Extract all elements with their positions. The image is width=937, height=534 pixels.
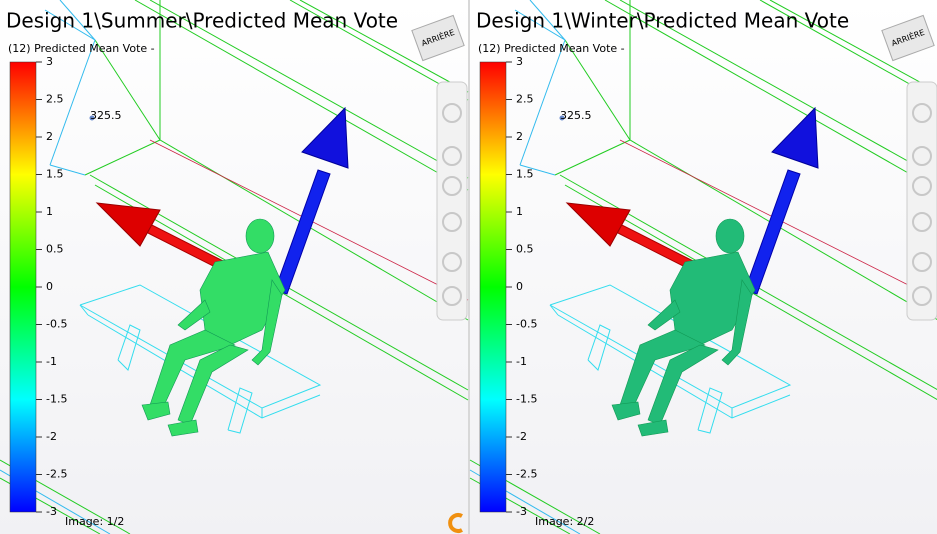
wire bbox=[564, 39, 631, 141]
toolbar-button[interactable] bbox=[912, 212, 932, 232]
arrow-x-head bbox=[565, 202, 631, 247]
wire bbox=[587, 324, 611, 371]
probe-label: 325.5 bbox=[90, 109, 122, 122]
colorbar-label: 3 bbox=[46, 55, 53, 68]
colorbar-label: -2 bbox=[46, 430, 57, 443]
toolbar bbox=[436, 81, 468, 321]
image-label: Image: 1/2 bbox=[65, 515, 124, 528]
colorbar-label: -1 bbox=[46, 355, 57, 368]
probe-point bbox=[559, 115, 565, 121]
wire bbox=[697, 387, 723, 434]
wire bbox=[769, 0, 937, 93]
colorbar-label: 0.5 bbox=[516, 243, 534, 256]
toolbar-button[interactable] bbox=[912, 103, 932, 123]
colorbar-label: -0.5 bbox=[516, 318, 537, 331]
colorbar-label: 1 bbox=[516, 205, 523, 218]
colorbar-label: 2.5 bbox=[516, 93, 534, 106]
legend-title: (12) Predicted Mean Vote - bbox=[478, 42, 625, 55]
colorbar bbox=[9, 61, 37, 513]
toolbar-button[interactable] bbox=[442, 146, 462, 166]
mannequin bbox=[669, 251, 756, 346]
mannequin bbox=[199, 251, 286, 346]
wire bbox=[619, 0, 937, 179]
toolbar-button[interactable] bbox=[442, 252, 462, 272]
scene bbox=[0, 0, 469, 534]
mannequin bbox=[611, 401, 641, 421]
wire bbox=[94, 39, 161, 141]
view-title: Design 1\Winter\Predicted Mean Vote bbox=[476, 9, 849, 33]
colorbar-label: -3 bbox=[46, 505, 57, 518]
toolbar-button[interactable] bbox=[442, 103, 462, 123]
arrow-y-head bbox=[301, 106, 349, 169]
viewport: 3 2.5 2 1.5 1 0.5 0 -0.5 -1 -1.5 -2 -2.5 -3 Design 1\… bbox=[469, 0, 937, 534]
wire bbox=[117, 324, 141, 371]
colorbar-label: 0 bbox=[516, 280, 523, 293]
wire bbox=[59, 0, 96, 41]
mannequin bbox=[141, 401, 171, 421]
colorbar-label: -1.5 bbox=[46, 393, 67, 406]
toolbar-bg bbox=[906, 81, 937, 321]
toolbar-button[interactable] bbox=[442, 212, 462, 232]
wire bbox=[759, 0, 937, 101]
wire bbox=[134, 0, 469, 191]
colorbar-label: -2.5 bbox=[516, 468, 537, 481]
toolbar-bg bbox=[436, 81, 468, 321]
toolbar-button[interactable] bbox=[912, 176, 932, 196]
colorbar-label: 2 bbox=[46, 130, 53, 143]
toolbar bbox=[906, 81, 937, 321]
mannequin bbox=[245, 218, 275, 254]
app-icon bbox=[448, 513, 463, 533]
wire bbox=[149, 0, 469, 179]
mannequin bbox=[721, 279, 753, 366]
view-cube[interactable]: ARRIÈRE bbox=[411, 14, 465, 62]
colorbar-label: -2 bbox=[516, 430, 527, 443]
view-cube[interactable]: ARRIÈRE bbox=[881, 14, 935, 62]
wire bbox=[604, 0, 937, 191]
colorbar-label: 3 bbox=[516, 55, 523, 68]
colorbar-label: 2.5 bbox=[46, 93, 64, 106]
colorbar-label: -3 bbox=[516, 505, 527, 518]
cube-face bbox=[411, 14, 465, 62]
toolbar-button[interactable] bbox=[442, 286, 462, 306]
mannequin bbox=[647, 299, 681, 331]
wire bbox=[49, 164, 86, 176]
colorbar-label: -1.5 bbox=[516, 393, 537, 406]
probe-label: 325.5 bbox=[560, 109, 592, 122]
colorbar-label: 0.5 bbox=[46, 243, 64, 256]
toolbar-button[interactable] bbox=[912, 146, 932, 166]
toolbar-button[interactable] bbox=[442, 176, 462, 196]
probe-point bbox=[89, 115, 95, 121]
wire bbox=[529, 0, 566, 41]
arrow-x-head bbox=[95, 202, 161, 247]
colorbar-label: -0.5 bbox=[46, 318, 67, 331]
cube-face bbox=[881, 14, 935, 62]
wire bbox=[79, 304, 89, 316]
wire bbox=[227, 387, 253, 434]
colorbar-label: -1 bbox=[516, 355, 527, 368]
arrow-y-head bbox=[771, 106, 819, 169]
image-label: Image: 2/2 bbox=[535, 515, 594, 528]
wire bbox=[519, 164, 556, 176]
wire bbox=[299, 0, 469, 93]
mannequin bbox=[637, 419, 669, 437]
mannequin bbox=[715, 218, 745, 254]
colorbar-label: -2.5 bbox=[46, 468, 67, 481]
toolbar-button[interactable] bbox=[912, 286, 932, 306]
toolbar-button[interactable] bbox=[912, 252, 932, 272]
colorbar-label: 2 bbox=[516, 130, 523, 143]
colorbar-label: 0 bbox=[46, 280, 53, 293]
viewport: 3 2.5 2 1.5 1 0.5 0 -0.5 -1 -1.5 -2 -2.5 -3 Design 1\… bbox=[0, 0, 469, 534]
mannequin bbox=[177, 299, 211, 331]
colorbar bbox=[479, 61, 507, 513]
colorbar-label: 1 bbox=[46, 205, 53, 218]
mannequin bbox=[167, 419, 199, 437]
mannequin bbox=[251, 279, 283, 366]
colorbar-label: 1.5 bbox=[46, 168, 64, 181]
colorbar-label: 1.5 bbox=[516, 168, 534, 181]
wire bbox=[549, 304, 559, 316]
view-title: Design 1\Summer\Predicted Mean Vote bbox=[6, 9, 398, 33]
legend-title: (12) Predicted Mean Vote - bbox=[8, 42, 155, 55]
wire bbox=[289, 0, 469, 101]
